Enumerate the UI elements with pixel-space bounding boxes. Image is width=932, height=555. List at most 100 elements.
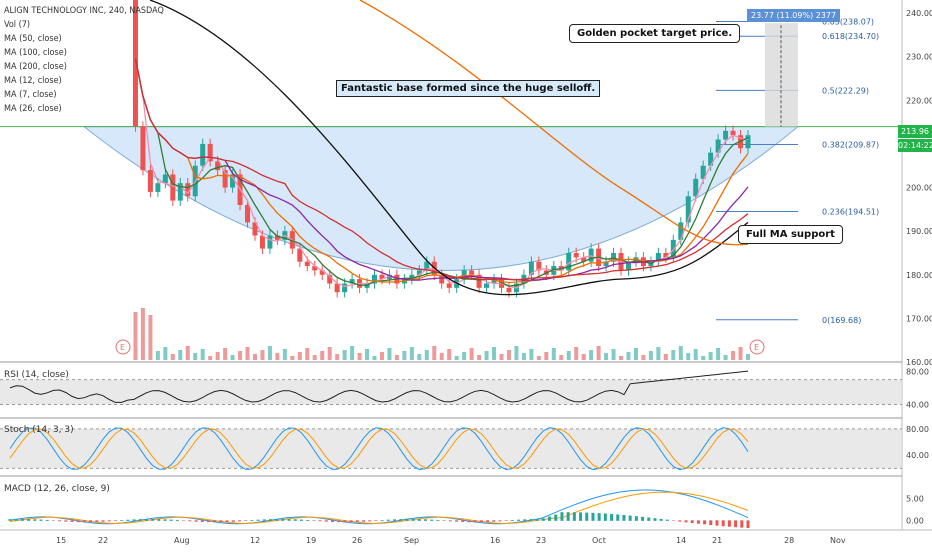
macd-histogram-bar: [690, 520, 694, 524]
volume-bar: [357, 353, 362, 360]
macd-histogram-bar: [461, 520, 465, 522]
macd-histogram-bar: [250, 520, 254, 521]
x-tick-label: Aug: [174, 536, 190, 545]
macd-histogram-bar: [95, 520, 99, 522]
volume-bar: [738, 347, 743, 360]
volume-bar: [566, 351, 571, 360]
volume-bar: [215, 352, 220, 360]
candle-body: [155, 183, 161, 192]
macd-histogram-bar: [20, 518, 24, 521]
candle-body: [185, 183, 191, 197]
ma200-line: [149, 0, 749, 296]
x-tick-label: Sep: [404, 536, 419, 545]
volume-bar: [163, 347, 168, 360]
fib-level-label: 0.236(194.51): [822, 207, 879, 216]
volume-bar: [716, 348, 721, 360]
macd-histogram-bar: [715, 520, 719, 526]
volume-bar: [551, 348, 556, 360]
legend-ma26: MA (26, close): [4, 104, 62, 114]
macd-histogram-bar: [572, 512, 576, 521]
candle-body: [409, 274, 415, 280]
macd-histogram-bar: [206, 520, 210, 523]
volume-bar: [342, 350, 347, 360]
candle-body: [170, 174, 176, 201]
macd-histogram-bar: [417, 519, 421, 521]
x-tick-label: 19: [306, 536, 316, 545]
macd-histogram-bar: [734, 520, 738, 528]
stoch-line: [9, 427, 749, 471]
volume-bar: [701, 356, 706, 360]
macd-histogram-bar: [299, 519, 303, 521]
macd-histogram-bar: [293, 519, 297, 521]
candle-body: [222, 170, 228, 188]
candle-body: [319, 270, 325, 275]
volume-bar: [350, 346, 355, 360]
macd-histogram-bar: [120, 520, 124, 521]
candle-body: [678, 222, 684, 240]
candle-body: [625, 261, 631, 271]
volume-bar: [544, 352, 549, 360]
macd-histogram-bar: [492, 520, 496, 522]
macd-histogram-bar: [467, 520, 471, 523]
macd-histogram-bar: [641, 516, 645, 521]
volume-bar: [140, 308, 145, 360]
x-tick-label: 28: [784, 536, 794, 545]
macd-histogram-bar: [27, 519, 31, 521]
macd-histogram-bar: [634, 516, 638, 521]
macd-histogram-bar: [727, 520, 731, 527]
volume-bar: [619, 356, 624, 360]
volume-bar: [185, 346, 190, 360]
x-tick-label: Oct: [592, 536, 606, 545]
volume-bar: [200, 349, 205, 360]
volume-bar: [641, 355, 646, 360]
macd-histogram-bar: [386, 519, 390, 521]
macd-histogram-bar: [653, 518, 657, 521]
volume-bar: [394, 355, 399, 360]
volume-bar: [424, 350, 429, 360]
candle-body: [230, 174, 236, 188]
macd-histogram-bar: [182, 520, 186, 521]
volume-bar: [671, 350, 676, 360]
macd-histogram-bar: [138, 519, 142, 521]
macd-histogram-bar: [244, 520, 248, 521]
cup-base-shape: [82, 126, 800, 271]
macd-histogram-bar: [275, 518, 279, 521]
volume-bar: [335, 354, 340, 360]
macd-histogram-bar: [517, 519, 521, 521]
volume-bar: [193, 353, 198, 360]
macd-histogram-bar: [70, 520, 74, 522]
macd-histogram-bar: [39, 519, 43, 521]
ma50-line: [134, 58, 749, 281]
candle-body: [207, 143, 213, 162]
macd-histogram-bar: [622, 514, 626, 521]
candle-body: [446, 283, 452, 288]
candle-body: [745, 135, 751, 149]
volume-bar: [663, 354, 668, 360]
macd-histogram-bar: [343, 520, 347, 523]
macd-histogram-bar: [411, 518, 415, 521]
volume-bar: [686, 353, 691, 360]
x-tick-label: 23: [536, 536, 546, 545]
macd-histogram-bar: [541, 518, 545, 521]
earnings-marker: [115, 339, 131, 355]
volume-bar: [327, 347, 332, 360]
fib-level-label: 0.382(209.87): [822, 140, 879, 149]
volume-bar: [529, 349, 534, 360]
volume-bar: [492, 347, 497, 360]
volume-bar: [477, 355, 482, 360]
legend-ma100: MA (100, close): [4, 48, 67, 58]
macd-line: [9, 491, 749, 524]
rsi-tick: 80.00: [906, 367, 929, 376]
macd-histogram-bar: [163, 519, 167, 521]
stoch-tick: 40.00: [906, 451, 929, 460]
candle-body: [491, 279, 497, 284]
volume-bar: [648, 351, 653, 360]
y-tick-label: 170.00: [906, 314, 932, 323]
ma-long-line: [359, 0, 749, 246]
volume-bar: [282, 349, 287, 360]
macd-histogram-bar: [504, 520, 508, 521]
candle-body: [536, 261, 542, 271]
macd-histogram-bar: [659, 518, 663, 521]
candle-body: [327, 274, 333, 284]
macd-histogram-bar: [455, 520, 459, 522]
